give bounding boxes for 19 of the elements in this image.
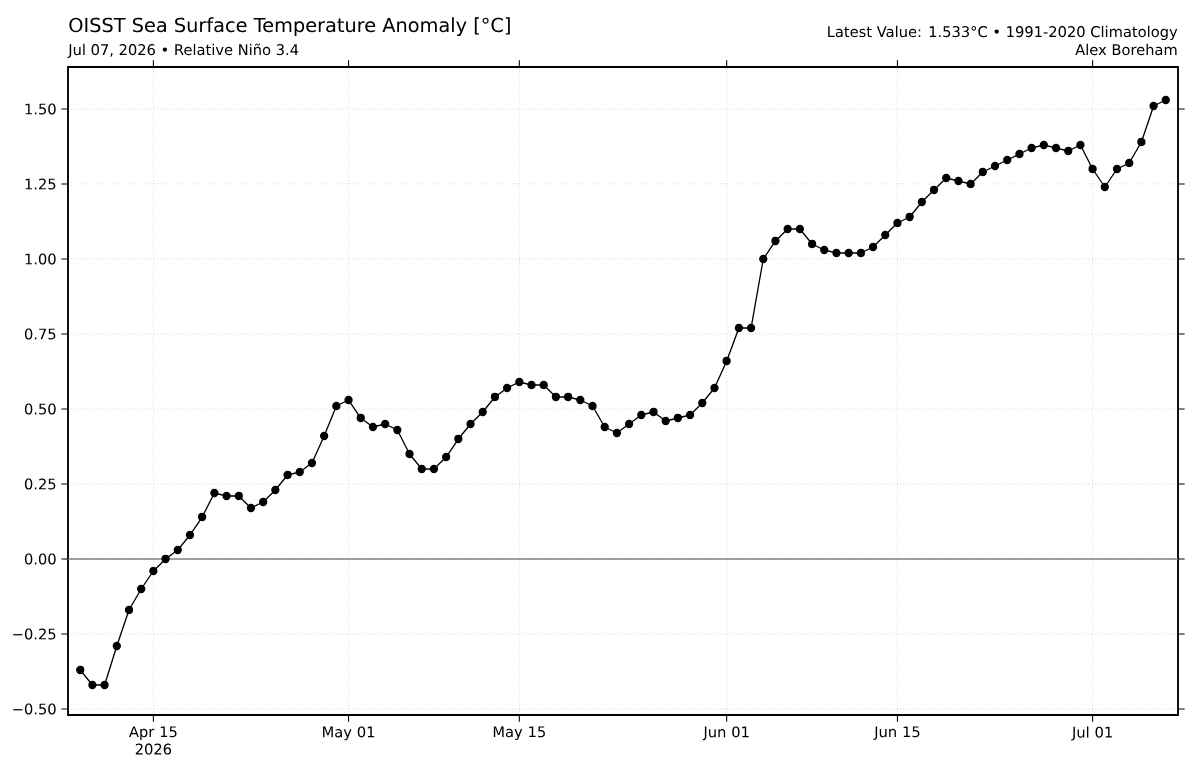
y-tick-label: 0.00 [24,553,56,565]
chart-title: OISST Sea Surface Temperature Anomaly [°C] [69,17,510,37]
y-tick-label: 1.00 [25,253,56,265]
x-tick-label: Jun 15 [873,726,920,740]
x-tick-label: Jun 01 [702,726,749,741]
y-tick-label: 0.75 [24,328,56,340]
y-tick-label: −0.50 [13,703,56,715]
y-tick-label: 0.25 [24,478,56,490]
x-tick-label: May 01 [323,726,375,741]
y-tick-label: 1.50 [25,103,56,115]
text: Alex Boreham [1075,43,1177,56]
x-tick-label: Apr 15 2026 [129,726,177,755]
y-tick-label: 1.25 [25,178,56,190]
text: Latest Value: 1.533°C • 1991-2020 Climatology [828,25,1178,41]
y-tick-label: 0.50 [24,403,56,415]
x-tick-label: Jul 01 [1071,726,1112,741]
y-tick-label: −0.25 [13,628,56,640]
chart-subtitle: Jul 07, 2026 • Relative Niño 3.4 [67,43,299,58]
x-tick-label: May 15 [493,726,545,741]
